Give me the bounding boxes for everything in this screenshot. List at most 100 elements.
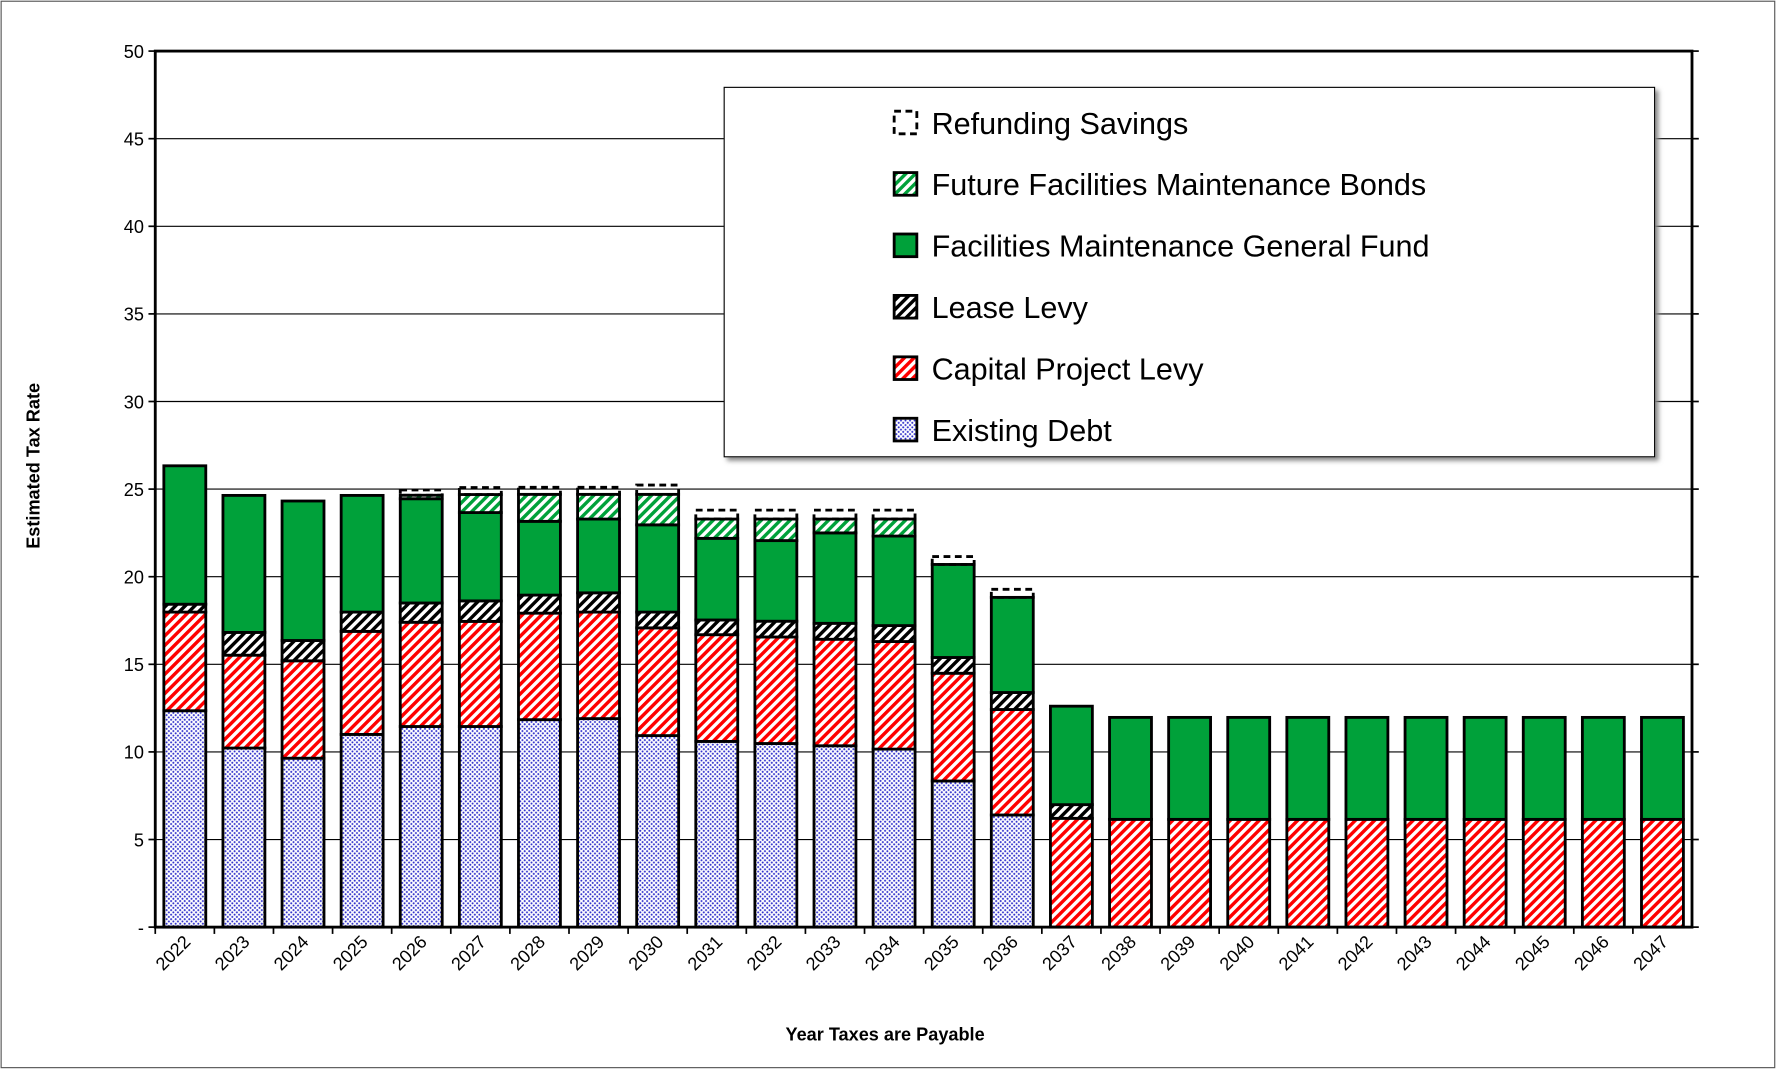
bar-segment (1344, 715, 1390, 821)
bar-segment (753, 517, 799, 543)
bar-segment (517, 593, 562, 615)
y-tick-label: 40 (124, 217, 144, 237)
bar-segment (930, 671, 976, 783)
bar-segment (930, 656, 976, 675)
bar-segment (871, 517, 917, 538)
bar-segment (635, 483, 681, 496)
legend-label: Future Facilities Maintenance Bonds (932, 168, 1427, 202)
y-tick-label: 25 (124, 480, 144, 500)
bar-segment (1580, 817, 1626, 929)
bar-segment (162, 709, 208, 929)
legend-label: Lease Levy (932, 291, 1089, 325)
bar-segment (517, 485, 562, 496)
bar-segment (398, 620, 444, 728)
bar-segment (635, 626, 681, 738)
legend-swatch (892, 232, 919, 259)
bar-segment (398, 488, 444, 497)
y-axis-title: Estimated Tax Rate (24, 383, 44, 549)
bar-segment (1462, 715, 1508, 821)
bar-segment (398, 725, 444, 929)
bar-segment (1108, 817, 1153, 929)
bar-segment (339, 629, 385, 736)
bar-segment (812, 621, 858, 641)
bar-segment (1167, 817, 1212, 929)
bar-segment (1285, 715, 1331, 821)
legend-label: Capital Project Levy (932, 353, 1205, 387)
x-axis-title: Year Taxes are Payable (785, 1024, 984, 1044)
legend-label: Existing Debt (932, 414, 1113, 448)
bar-segment (989, 813, 1035, 929)
bar-segment (398, 497, 444, 605)
bar-segment (576, 717, 621, 929)
bar-segment (753, 619, 799, 639)
bar-segment (457, 725, 503, 929)
bar-segment (221, 631, 267, 657)
bar-segment (576, 610, 621, 721)
bar-segment (457, 599, 503, 623)
bar-segment (871, 624, 917, 643)
bar-segment (812, 744, 858, 929)
legend-label: Refunding Savings (932, 107, 1189, 141)
legend-swatch (892, 171, 919, 197)
bar-segment (753, 742, 799, 929)
bar-segment (694, 633, 740, 743)
bar-segment (989, 708, 1035, 817)
bar-segment (635, 734, 681, 929)
bar-segment (339, 732, 385, 929)
bar-segment (1226, 817, 1272, 929)
bar-segment (635, 523, 681, 614)
bar-segment (221, 493, 267, 634)
bar-segment (517, 718, 562, 929)
y-tick-label: 30 (124, 392, 144, 412)
bar-segment (812, 531, 858, 625)
bar-segment (576, 485, 621, 496)
bar-segment (753, 539, 799, 623)
bar-segment (1049, 803, 1094, 820)
bar-segment (280, 659, 326, 760)
legend: Existing Debt Capital Project Levy Lease L… (723, 86, 1656, 458)
bar-segment (517, 519, 562, 597)
bar-segment (1049, 816, 1094, 929)
bar-segment (694, 618, 740, 637)
y-tick-label: 15 (124, 655, 144, 675)
legend-swatch (892, 294, 919, 320)
y-tick-label: 35 (124, 305, 144, 325)
bar-segment (871, 747, 917, 929)
bar-segment (221, 653, 267, 750)
bar-segment (1049, 704, 1094, 807)
bar-segment (753, 635, 799, 745)
bar-segment (812, 517, 858, 535)
bar-segment (694, 517, 740, 540)
bar-segment (1403, 715, 1449, 821)
bar-segment (871, 508, 917, 521)
y-tick-label: 50 (124, 42, 144, 62)
bar-segment (162, 464, 208, 606)
legend-label: Facilities Maintenance General Fund (932, 230, 1430, 264)
y-tick-label: - (138, 918, 144, 938)
bar-segment (1403, 817, 1449, 929)
bar-segment (1344, 817, 1390, 929)
bar-segment (280, 499, 326, 642)
bar-segment (280, 639, 326, 663)
bar-segment (1640, 817, 1685, 929)
bar-segment (812, 508, 858, 521)
legend-swatch (892, 109, 919, 136)
bar-segment (694, 739, 740, 929)
bar-segment (1521, 715, 1567, 821)
legend-swatch (892, 355, 919, 381)
bar-segment (871, 534, 917, 628)
bar-segment (1640, 715, 1685, 821)
bar-segment (457, 511, 503, 603)
bar-segment (517, 611, 562, 722)
bar-segment (1521, 817, 1567, 929)
legend-swatch (892, 416, 919, 443)
bar-segment (989, 595, 1035, 694)
bar-segment (576, 591, 621, 614)
bar-segment (339, 493, 385, 614)
bar-segment (1462, 817, 1508, 929)
bar-segment (989, 587, 1035, 599)
bar-segment (1226, 715, 1272, 821)
bar-segment (457, 486, 503, 496)
bar-segment (694, 508, 740, 521)
